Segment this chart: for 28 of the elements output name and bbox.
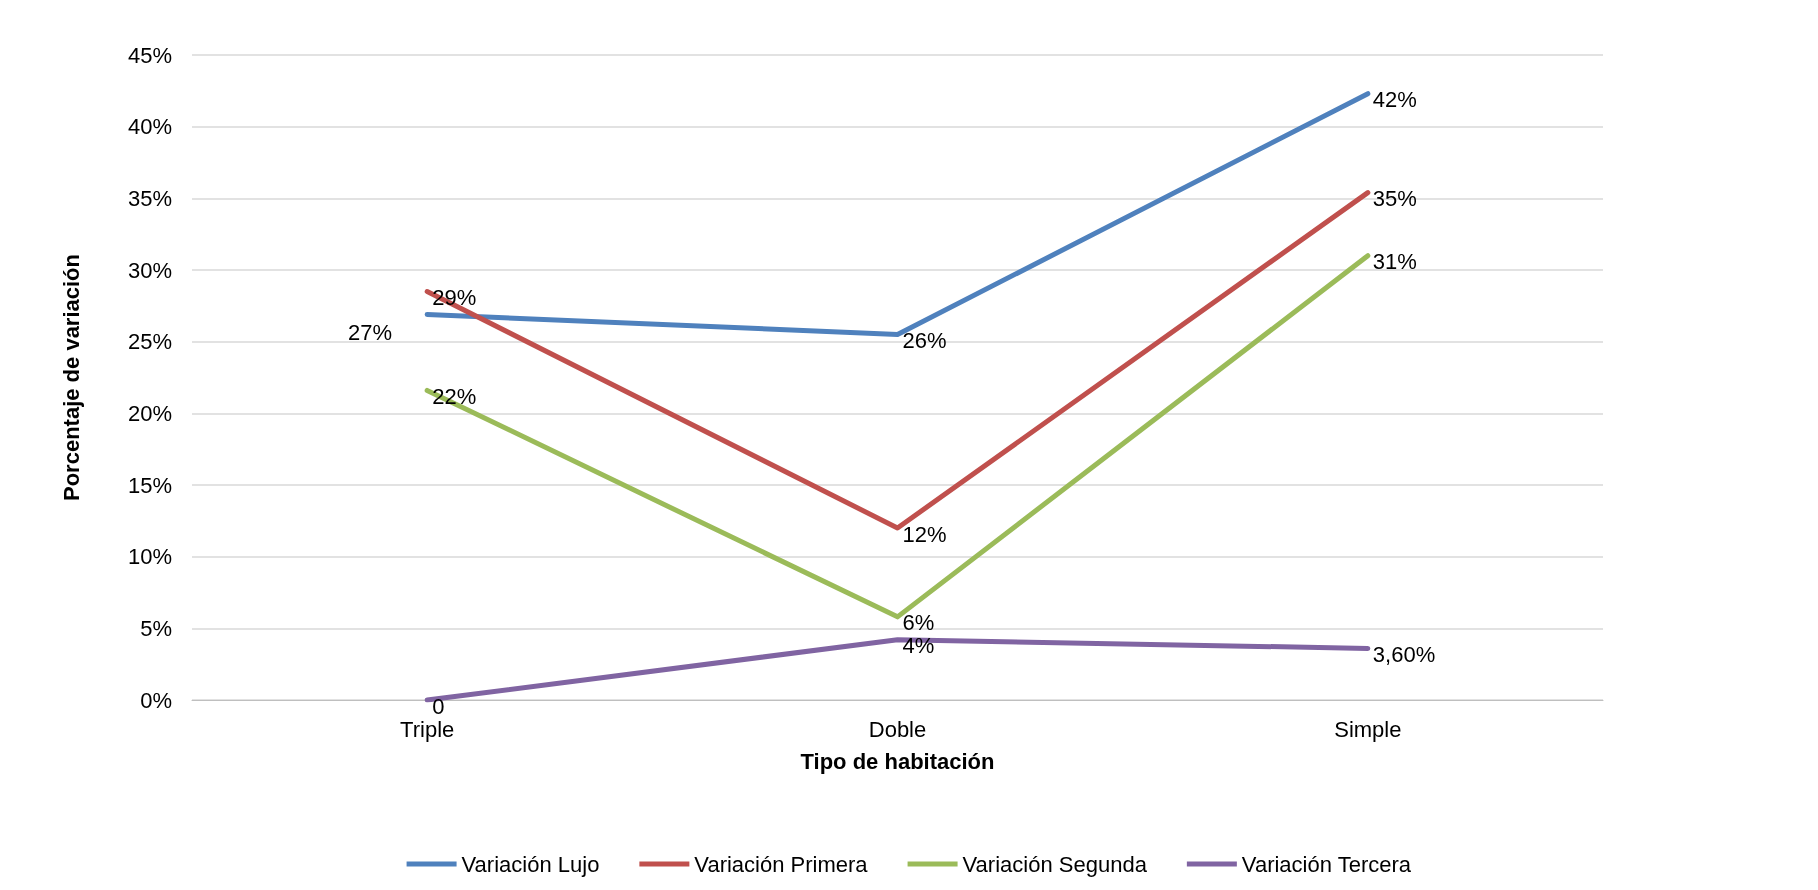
data-label: 6% [902,610,935,636]
y-axis-title: Porcentaje de variación [58,254,84,501]
y-tick-label: 15% [127,472,172,498]
data-label: 31% [1372,249,1417,275]
legend-label: Variación Lujo [461,851,600,877]
y-tick-label: 25% [127,329,172,355]
x-tick-label: Triple [400,716,455,742]
data-label: 0 [432,693,445,719]
x-tick-label: Simple [1334,716,1402,742]
x-tick-label: Doble [868,716,927,742]
data-label: 42% [1372,87,1417,113]
y-tick-label: 5% [140,615,172,641]
y-tick-label: 30% [127,257,172,283]
data-label: 3,60% [1372,641,1436,667]
y-tick-label: 10% [127,544,172,570]
x-axis-title: Tipo de habitación [800,748,995,774]
y-tick-label: 45% [127,42,172,68]
legend-label: Variación Segunda [962,851,1148,877]
legend-label: Variación Primera [694,851,869,877]
y-tick-label: 0% [140,687,172,713]
y-tick-label: 35% [127,185,172,211]
data-label: 27% [348,319,393,345]
data-label: 12% [902,521,947,547]
y-tick-label: 40% [127,114,172,140]
y-tick-label: 20% [127,400,172,426]
data-label: 26% [902,328,947,353]
data-label: 35% [1372,186,1417,212]
legend-label: Variación Tercera [1241,851,1412,877]
